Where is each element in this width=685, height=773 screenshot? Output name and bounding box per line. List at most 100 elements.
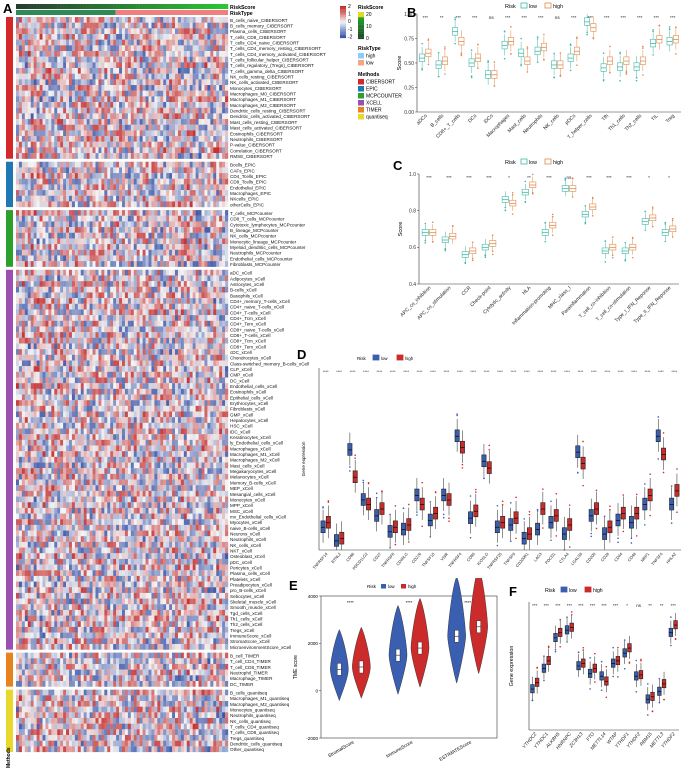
heatmap-cell — [60, 107, 64, 114]
heatmap-cell — [145, 85, 149, 91]
heatmap-cell — [204, 17, 208, 23]
heatmap-cell — [51, 79, 55, 86]
heatmap-cell — [210, 261, 214, 267]
heatmap-cell — [183, 337, 187, 344]
heatmap-cell — [71, 195, 76, 202]
heatmap-cell — [107, 39, 111, 46]
heatmap-cell — [225, 90, 229, 97]
heatmap-cell — [110, 39, 114, 46]
heatmap-cell — [219, 371, 223, 378]
heatmap-cell — [219, 173, 223, 179]
heatmap-cell — [51, 371, 55, 378]
heatmap-cell — [160, 201, 164, 208]
heatmap-cell — [63, 178, 67, 185]
heatmap-cell — [45, 161, 49, 168]
heatmap-cell — [104, 107, 108, 114]
heatmap-cell — [160, 249, 164, 256]
heatmap-cell — [116, 343, 120, 350]
heatmap-cell — [172, 332, 176, 338]
heatmap-cell — [142, 167, 146, 174]
heatmap-cell — [154, 51, 158, 57]
heatmap-cell — [77, 56, 81, 63]
heatmap-cell — [107, 201, 111, 208]
heatmap-cell — [148, 130, 152, 137]
heatmap-cell — [113, 249, 117, 256]
heatmap-cell — [225, 303, 229, 310]
heatmap-cell — [166, 249, 170, 256]
heatmap-cell — [189, 161, 193, 168]
heatmap-cell — [113, 405, 117, 412]
heatmap-cell — [36, 405, 40, 412]
riskscore-cell — [201, 4, 205, 9]
heatmap-cell — [63, 281, 67, 287]
heatmap-cell — [42, 238, 46, 245]
heatmap-cell — [74, 383, 79, 389]
heatmap-cell — [24, 190, 28, 196]
heatmap-cell — [225, 113, 229, 120]
heatmap-cell — [101, 161, 105, 168]
heatmap-cell — [154, 85, 158, 91]
heatmap-cell — [24, 354, 28, 361]
heatmap-cell — [186, 227, 190, 233]
heatmap-cell — [33, 17, 37, 23]
heatmap-cell — [66, 286, 70, 293]
heatmap-cell — [27, 411, 31, 418]
heatmap-cell — [27, 320, 31, 327]
heatmap-cell — [18, 167, 23, 174]
heatmap-cell — [225, 244, 229, 250]
heatmap-cell — [142, 275, 146, 282]
heatmap-cell — [36, 51, 40, 57]
heatmap-cell — [201, 45, 205, 52]
heatmap-cell — [83, 96, 87, 103]
heatmap-cell — [107, 17, 111, 23]
heatmap-cell — [63, 195, 67, 202]
heatmap-cell — [98, 320, 102, 327]
heatmap-cell — [63, 255, 67, 262]
heatmap-cell — [192, 124, 196, 131]
heatmap-cell — [124, 39, 129, 46]
heatmap-cell — [110, 22, 114, 29]
heatmap-cell — [204, 102, 208, 108]
heatmap-cell — [45, 136, 49, 142]
heatmap-cell — [101, 232, 105, 239]
heatmap-cell — [16, 269, 20, 276]
heatmap-cell — [183, 269, 187, 276]
heatmap-cell — [219, 96, 223, 103]
heatmap-cell — [77, 343, 81, 350]
heatmap-cell — [48, 107, 52, 114]
heatmap-cell — [166, 51, 170, 57]
heatmap-cell — [207, 275, 211, 282]
heatmap-cell — [63, 184, 67, 191]
heatmap-cell — [207, 161, 211, 168]
heatmap-cell — [136, 377, 140, 384]
heatmap-cell — [69, 232, 73, 239]
heatmap-cell — [16, 292, 20, 299]
heatmap-cell — [80, 107, 84, 114]
heatmap-cell — [57, 227, 61, 233]
heatmap-cell — [18, 107, 23, 114]
heatmap-cell — [130, 34, 134, 40]
heatmap-cell — [213, 227, 217, 233]
heatmap-cell — [101, 400, 105, 406]
heatmap-cell — [163, 371, 167, 378]
heatmap-cell — [119, 215, 123, 222]
heatmap-cell — [213, 124, 217, 131]
heatmap-cell — [204, 201, 208, 208]
heatmap-cell — [130, 107, 134, 114]
heatmap-cell — [201, 17, 205, 23]
heatmap-cell — [175, 119, 179, 125]
heatmap-cell — [27, 255, 31, 262]
heatmap-cell — [180, 141, 185, 148]
heatmap-cell — [39, 227, 43, 233]
heatmap-cell — [160, 102, 164, 108]
heatmap-cell — [54, 354, 58, 361]
heatmap-cell — [201, 113, 205, 120]
heatmap-cell — [110, 255, 114, 262]
heatmap-cell — [183, 210, 187, 216]
heatmap-cell — [166, 320, 170, 327]
heatmap-cell — [86, 28, 90, 35]
heatmap-cell — [177, 22, 182, 29]
heatmap-cell — [36, 269, 40, 276]
heatmap-cell — [186, 39, 190, 46]
heatmap-cell — [33, 141, 37, 148]
